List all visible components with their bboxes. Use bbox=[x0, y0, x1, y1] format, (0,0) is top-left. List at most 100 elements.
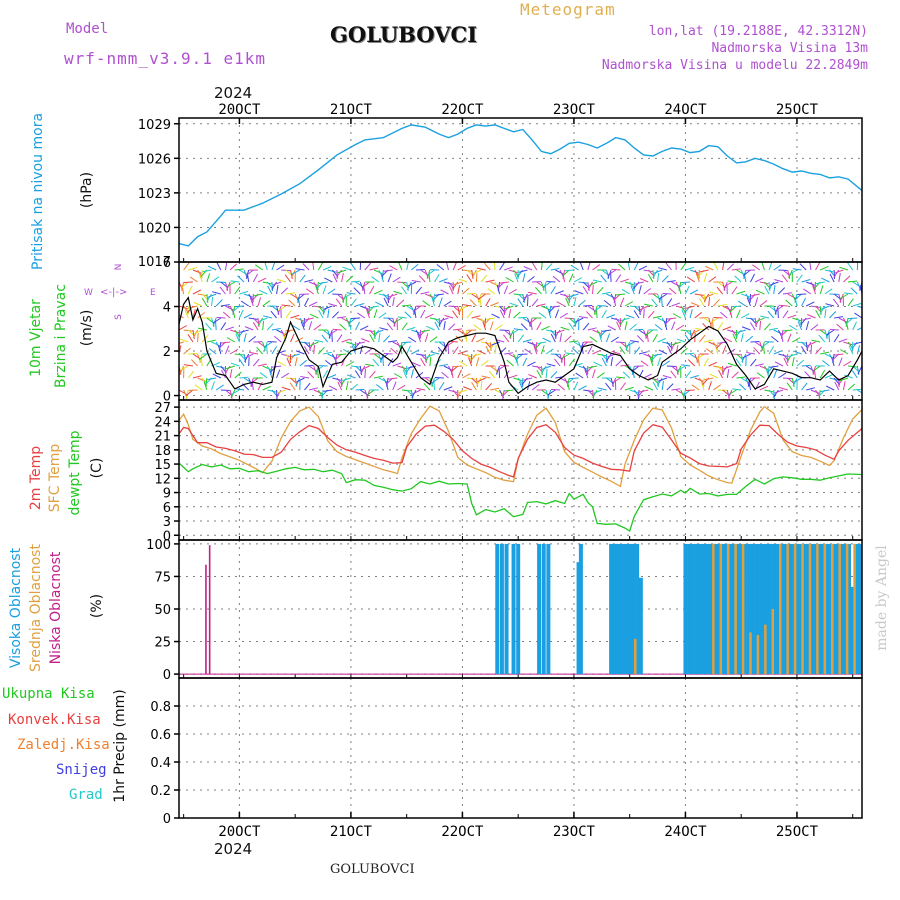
wind-arrow bbox=[815, 309, 821, 319]
wind-arrow bbox=[828, 332, 830, 343]
wind-arrow bbox=[807, 341, 816, 347]
wind-arrow bbox=[276, 369, 281, 379]
wind-arrow bbox=[387, 273, 392, 283]
wind-arrow bbox=[605, 353, 608, 364]
wind-arrow bbox=[517, 334, 524, 343]
wind-arrow bbox=[267, 285, 273, 295]
wind-arrow bbox=[234, 371, 242, 379]
wind-arrow bbox=[406, 345, 411, 355]
wind-arrow bbox=[690, 329, 696, 339]
wind-arrow bbox=[822, 360, 830, 367]
wind-arrow bbox=[785, 299, 793, 307]
wind-arrow bbox=[283, 333, 287, 343]
wind-arrow bbox=[728, 389, 737, 395]
wind-arrow bbox=[815, 346, 822, 355]
high-cloud-bar bbox=[638, 577, 643, 675]
wind-arrow bbox=[388, 340, 398, 343]
wind-arrow bbox=[401, 322, 408, 331]
wind-arrow bbox=[183, 364, 194, 367]
wind-arrow bbox=[824, 288, 833, 295]
wind-arrow bbox=[654, 324, 663, 331]
wind-arrow bbox=[664, 321, 668, 331]
wind-arrow bbox=[727, 329, 737, 333]
wind-arrow bbox=[551, 305, 561, 308]
wind-arrow bbox=[488, 370, 496, 379]
wind-arrow bbox=[224, 345, 230, 355]
wind-arrow bbox=[592, 279, 602, 283]
wind-arrow bbox=[746, 297, 751, 307]
wind-arrow bbox=[625, 314, 635, 319]
wind-arrow bbox=[619, 346, 626, 355]
wind-arrow bbox=[476, 317, 485, 322]
wind-arrow bbox=[652, 381, 659, 391]
wind-arrow bbox=[801, 382, 808, 391]
wind-arrow bbox=[647, 273, 654, 283]
wind-arrow bbox=[649, 357, 654, 367]
wind-arrow bbox=[657, 377, 663, 386]
wind-arrow bbox=[323, 389, 333, 392]
wind-arrow bbox=[819, 305, 822, 316]
wind-arrow bbox=[207, 265, 217, 271]
wind-arrow bbox=[431, 297, 436, 307]
wind-arrow bbox=[235, 305, 245, 308]
wind-arrow bbox=[252, 273, 259, 283]
wind-arrow bbox=[240, 300, 249, 307]
wind-arrow bbox=[207, 293, 217, 298]
wind-arrow bbox=[643, 288, 652, 295]
wind-arrow bbox=[373, 329, 376, 340]
wind-arrow bbox=[318, 281, 328, 285]
wind-arrow bbox=[845, 321, 849, 331]
wind-arrow bbox=[819, 305, 826, 314]
page-title: GOLUBOVCI bbox=[330, 22, 478, 47]
wind-arrow bbox=[342, 377, 352, 382]
wind-arrow bbox=[397, 365, 407, 370]
wind-arrow bbox=[761, 341, 770, 348]
wind-arrow bbox=[328, 385, 338, 391]
wind-arrow bbox=[783, 329, 793, 332]
wind-arrow bbox=[316, 281, 319, 292]
wind-arrow bbox=[262, 320, 265, 331]
wind-arrow bbox=[810, 344, 813, 355]
mid-cloud-bar bbox=[793, 543, 797, 675]
wind-arrow bbox=[443, 386, 453, 391]
wind-arrow bbox=[764, 322, 771, 331]
wind-arrow bbox=[582, 322, 590, 331]
wind-arrow bbox=[361, 338, 370, 343]
wind-arrow bbox=[669, 287, 677, 295]
wind-arrow bbox=[568, 322, 575, 331]
wind-arrow bbox=[699, 269, 709, 273]
wind-arrow bbox=[458, 305, 463, 315]
wind-arrow bbox=[671, 388, 681, 391]
wind-arrow bbox=[856, 345, 861, 355]
wind-arrow bbox=[383, 352, 393, 355]
wind-arrow bbox=[538, 312, 547, 319]
wind-arrow bbox=[788, 269, 798, 275]
wind-arrow bbox=[708, 276, 717, 283]
wind-arrow bbox=[444, 314, 454, 319]
high-cloud-bar bbox=[616, 543, 621, 675]
wind-arrow bbox=[508, 288, 517, 295]
wind-arrow bbox=[685, 305, 695, 309]
wind-arrow bbox=[510, 329, 519, 335]
high-cloud-bar bbox=[828, 543, 833, 675]
wind-arrow bbox=[271, 281, 277, 290]
wind-arrow bbox=[503, 334, 510, 343]
wind-arrow bbox=[262, 281, 272, 285]
wind-arrow bbox=[582, 286, 589, 295]
wind-arrow bbox=[476, 337, 485, 343]
wind-arrow bbox=[476, 267, 486, 271]
high-cloud-bar bbox=[546, 543, 551, 675]
wind-arrow bbox=[587, 327, 597, 331]
wind-arrow bbox=[257, 297, 262, 307]
wind-arrow bbox=[290, 269, 296, 279]
wind-arrow bbox=[467, 292, 477, 295]
wind-arrow bbox=[592, 349, 601, 355]
wind-arrow bbox=[369, 370, 376, 379]
mid-cloud-bar bbox=[845, 543, 849, 675]
wind-arrow bbox=[645, 329, 654, 336]
wind-arrow bbox=[527, 291, 537, 295]
wind-arrow bbox=[472, 353, 482, 357]
wind-arrow bbox=[221, 341, 231, 344]
wind-arrow bbox=[438, 297, 443, 307]
